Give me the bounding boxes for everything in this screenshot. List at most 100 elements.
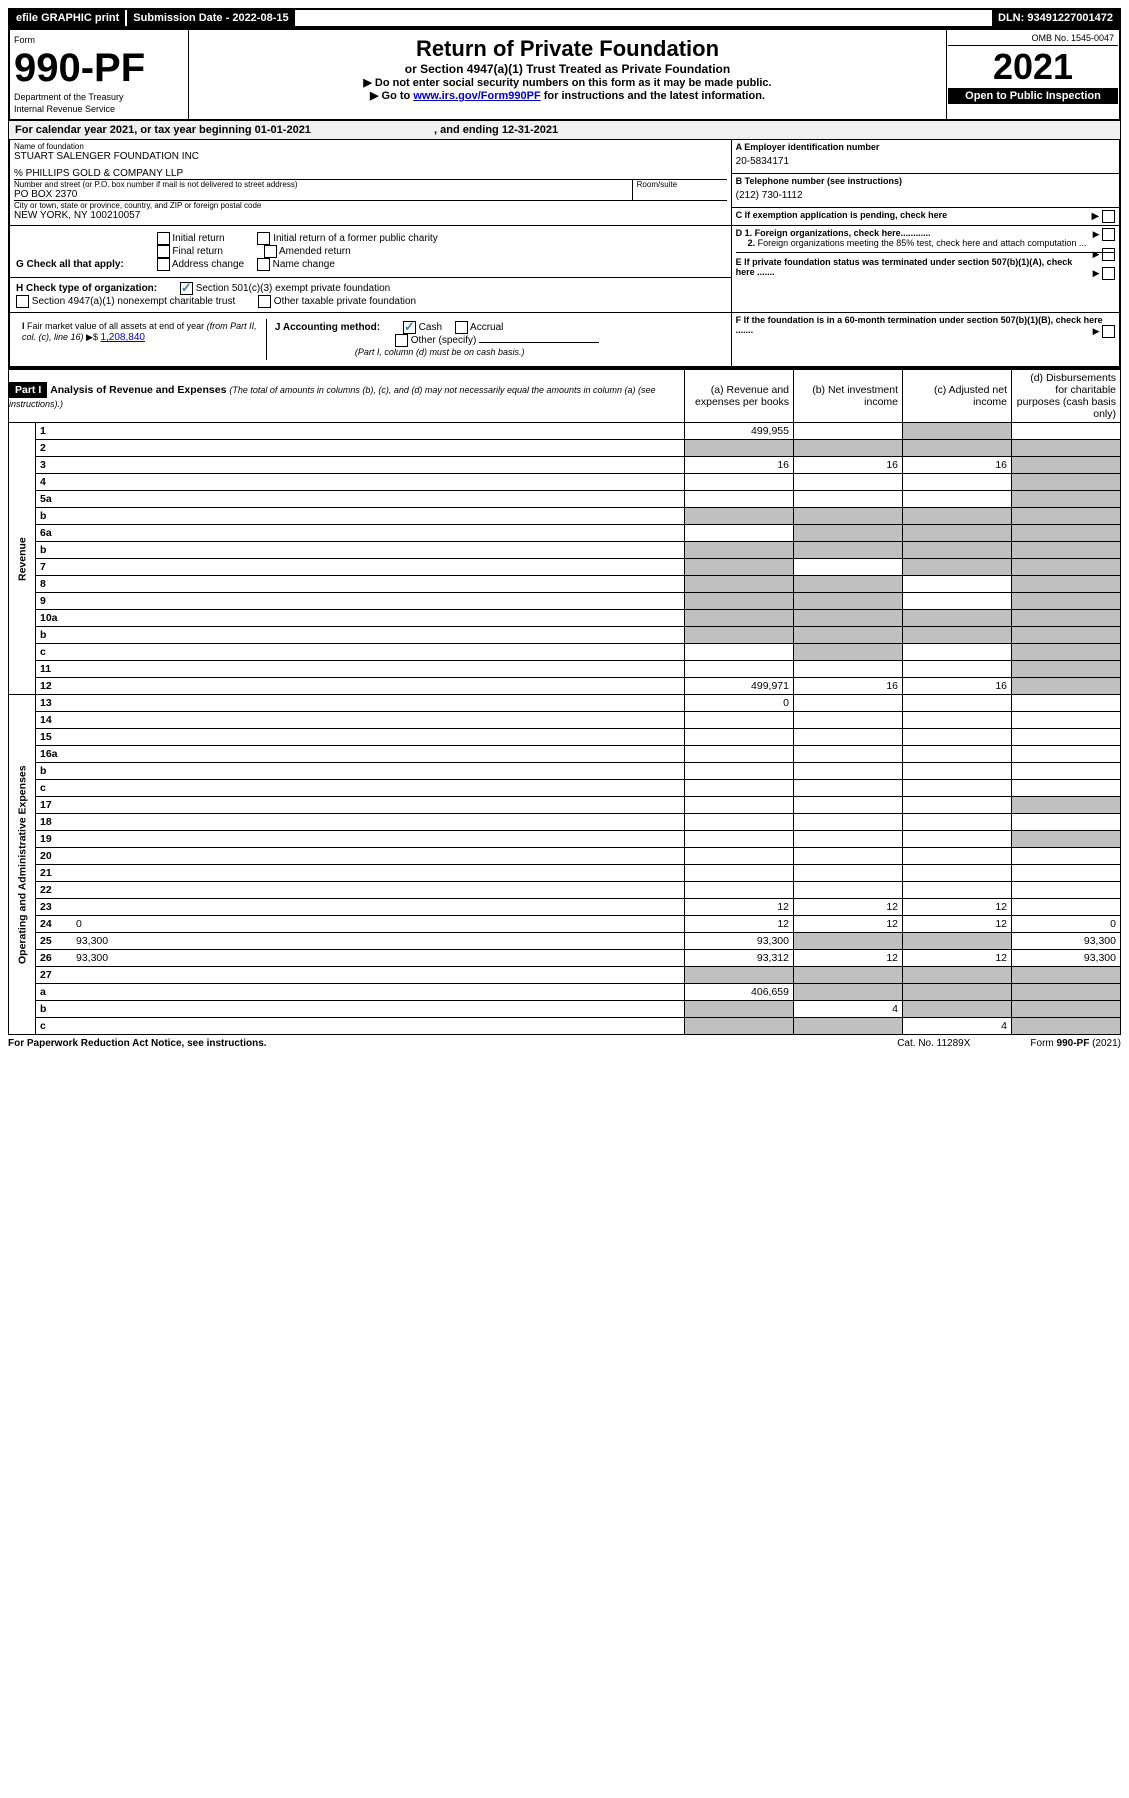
- cell-b-a: [685, 763, 794, 780]
- line-description: [72, 644, 685, 661]
- cell-24-b: 12: [794, 916, 903, 933]
- g-opt-amended: Amended return: [279, 246, 351, 257]
- cell-13-d: [1012, 695, 1121, 712]
- c-checkbox[interactable]: [1102, 210, 1115, 223]
- g-opt-former: Initial return of a former public charit…: [273, 233, 438, 244]
- j-accrual-checkbox[interactable]: [455, 321, 468, 334]
- d2-checkbox[interactable]: [1102, 248, 1115, 261]
- g-initial-former-checkbox[interactable]: [257, 232, 270, 245]
- cell-24-a: 12: [685, 916, 794, 933]
- cell-13-c: [903, 695, 1012, 712]
- line-description: [72, 440, 685, 457]
- cell-b-a: [685, 508, 794, 525]
- cell-a-a: 406,659: [685, 984, 794, 1001]
- line-description: [72, 746, 685, 763]
- line-description: [72, 559, 685, 576]
- line-number: 11: [36, 661, 73, 678]
- cell-13-b: [794, 695, 903, 712]
- line-number: 9: [36, 593, 73, 610]
- cell-b-b: [794, 627, 903, 644]
- line-number: 24: [36, 916, 73, 933]
- g-opt-final: Final return: [172, 246, 223, 257]
- side-revenue: Revenue: [9, 423, 36, 695]
- cell-22-a: [685, 882, 794, 899]
- line-description: 93,300: [72, 950, 685, 967]
- cell-23-b: 12: [794, 899, 903, 916]
- cell-26-c: 12: [903, 950, 1012, 967]
- street-address: PO BOX 2370: [14, 189, 632, 200]
- line-description: [72, 848, 685, 865]
- cell-b-d: [1012, 542, 1121, 559]
- cell-16a-a: [685, 746, 794, 763]
- h-4947-checkbox[interactable]: [16, 295, 29, 308]
- cell-24-c: 12: [903, 916, 1012, 933]
- cell-2-a: [685, 440, 794, 457]
- line-number: c: [36, 1018, 73, 1035]
- j-other: Other (specify): [411, 335, 477, 346]
- cell-5a-d: [1012, 491, 1121, 508]
- line-number: b: [36, 627, 73, 644]
- line-number: 26: [36, 950, 73, 967]
- j-note: (Part I, column (d) must be on cash basi…: [355, 347, 525, 357]
- cell-23-a: 12: [685, 899, 794, 916]
- cell-c-d: [1012, 780, 1121, 797]
- cell-b-d: [1012, 763, 1121, 780]
- form-subtitle: or Section 4947(a)(1) Trust Treated as P…: [195, 62, 940, 76]
- cell-6a-d: [1012, 525, 1121, 542]
- cell-25-d: 93,300: [1012, 933, 1121, 950]
- cell-17-d: [1012, 797, 1121, 814]
- d1-checkbox[interactable]: [1102, 228, 1115, 241]
- cell-27-b: [794, 967, 903, 984]
- line-description: [72, 474, 685, 491]
- cell-25-c: [903, 933, 1012, 950]
- h-501c3-checkbox[interactable]: [180, 282, 193, 295]
- cell-22-c: [903, 882, 1012, 899]
- part1-table: Part I Analysis of Revenue and Expenses …: [8, 368, 1121, 1035]
- cell-7-b: [794, 559, 903, 576]
- e-checkbox[interactable]: [1102, 267, 1115, 280]
- cell-13-a: 0: [685, 695, 794, 712]
- j-cash-checkbox[interactable]: [403, 321, 416, 334]
- line-number: 27: [36, 967, 73, 984]
- cell-c-a: [685, 780, 794, 797]
- h-opt3: Other taxable private foundation: [274, 296, 416, 307]
- cell-12-b: 16: [794, 678, 903, 695]
- line-description: [72, 593, 685, 610]
- g-final-checkbox[interactable]: [157, 245, 170, 258]
- j-other-checkbox[interactable]: [395, 334, 408, 347]
- line-number: 3: [36, 457, 73, 474]
- side-expenses: Operating and Administrative Expenses: [9, 695, 36, 1035]
- cell-14-d: [1012, 712, 1121, 729]
- g-name-checkbox[interactable]: [257, 258, 270, 271]
- g-opt-address: Address change: [172, 259, 244, 270]
- g-initial-checkbox[interactable]: [157, 232, 170, 245]
- h-other-checkbox[interactable]: [258, 295, 271, 308]
- cell-c-a: [685, 644, 794, 661]
- cell-27-a: [685, 967, 794, 984]
- f-checkbox[interactable]: [1102, 325, 1115, 338]
- cell-b-b: [794, 763, 903, 780]
- cell-26-b: 12: [794, 950, 903, 967]
- phone-value: (212) 730-1112: [736, 186, 1115, 205]
- cell-3-d: [1012, 457, 1121, 474]
- line-number: c: [36, 644, 73, 661]
- cell-17-b: [794, 797, 903, 814]
- cell-9-a: [685, 593, 794, 610]
- line-number: 23: [36, 899, 73, 916]
- line-number: 20: [36, 848, 73, 865]
- submission-date: Submission Date - 2022-08-15: [127, 10, 294, 26]
- instruction-1: ▶ Do not enter social security numbers o…: [195, 76, 940, 89]
- form-link[interactable]: www.irs.gov/Form990PF: [413, 90, 540, 102]
- cell-8-d: [1012, 576, 1121, 593]
- addr-label: Number and street (or P.O. box number if…: [14, 180, 632, 189]
- cell-b-a: [685, 1001, 794, 1018]
- cell-7-c: [903, 559, 1012, 576]
- g-amended-checkbox[interactable]: [264, 245, 277, 258]
- cell-1-d: [1012, 423, 1121, 440]
- cell-c-d: [1012, 644, 1121, 661]
- line-number: 5a: [36, 491, 73, 508]
- line-description: [72, 576, 685, 593]
- cell-4-d: [1012, 474, 1121, 491]
- year-cell: OMB No. 1545-0047 2021 Open to Public In…: [947, 29, 1121, 120]
- g-address-checkbox[interactable]: [157, 258, 170, 271]
